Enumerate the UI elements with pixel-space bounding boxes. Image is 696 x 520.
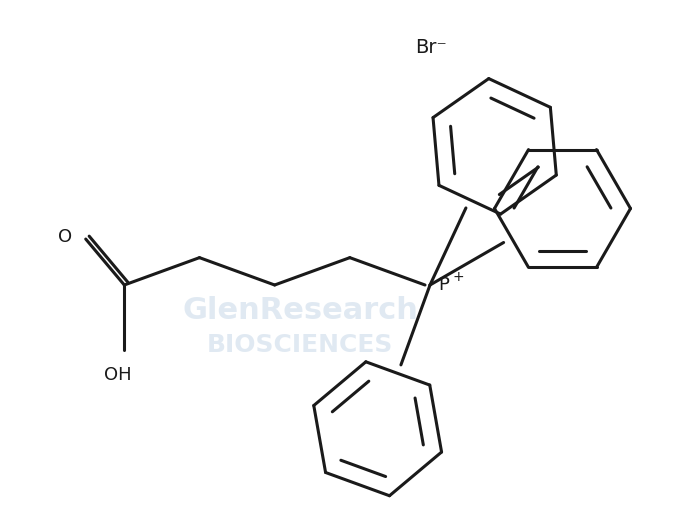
Text: +: + bbox=[452, 270, 464, 284]
Text: Br⁻: Br⁻ bbox=[415, 38, 447, 57]
Text: BIOSCIENCES: BIOSCIENCES bbox=[207, 333, 393, 357]
Text: O: O bbox=[58, 228, 72, 246]
Text: P: P bbox=[438, 276, 449, 294]
Text: OH: OH bbox=[104, 366, 132, 384]
Text: GlenResearch: GlenResearch bbox=[182, 295, 418, 324]
